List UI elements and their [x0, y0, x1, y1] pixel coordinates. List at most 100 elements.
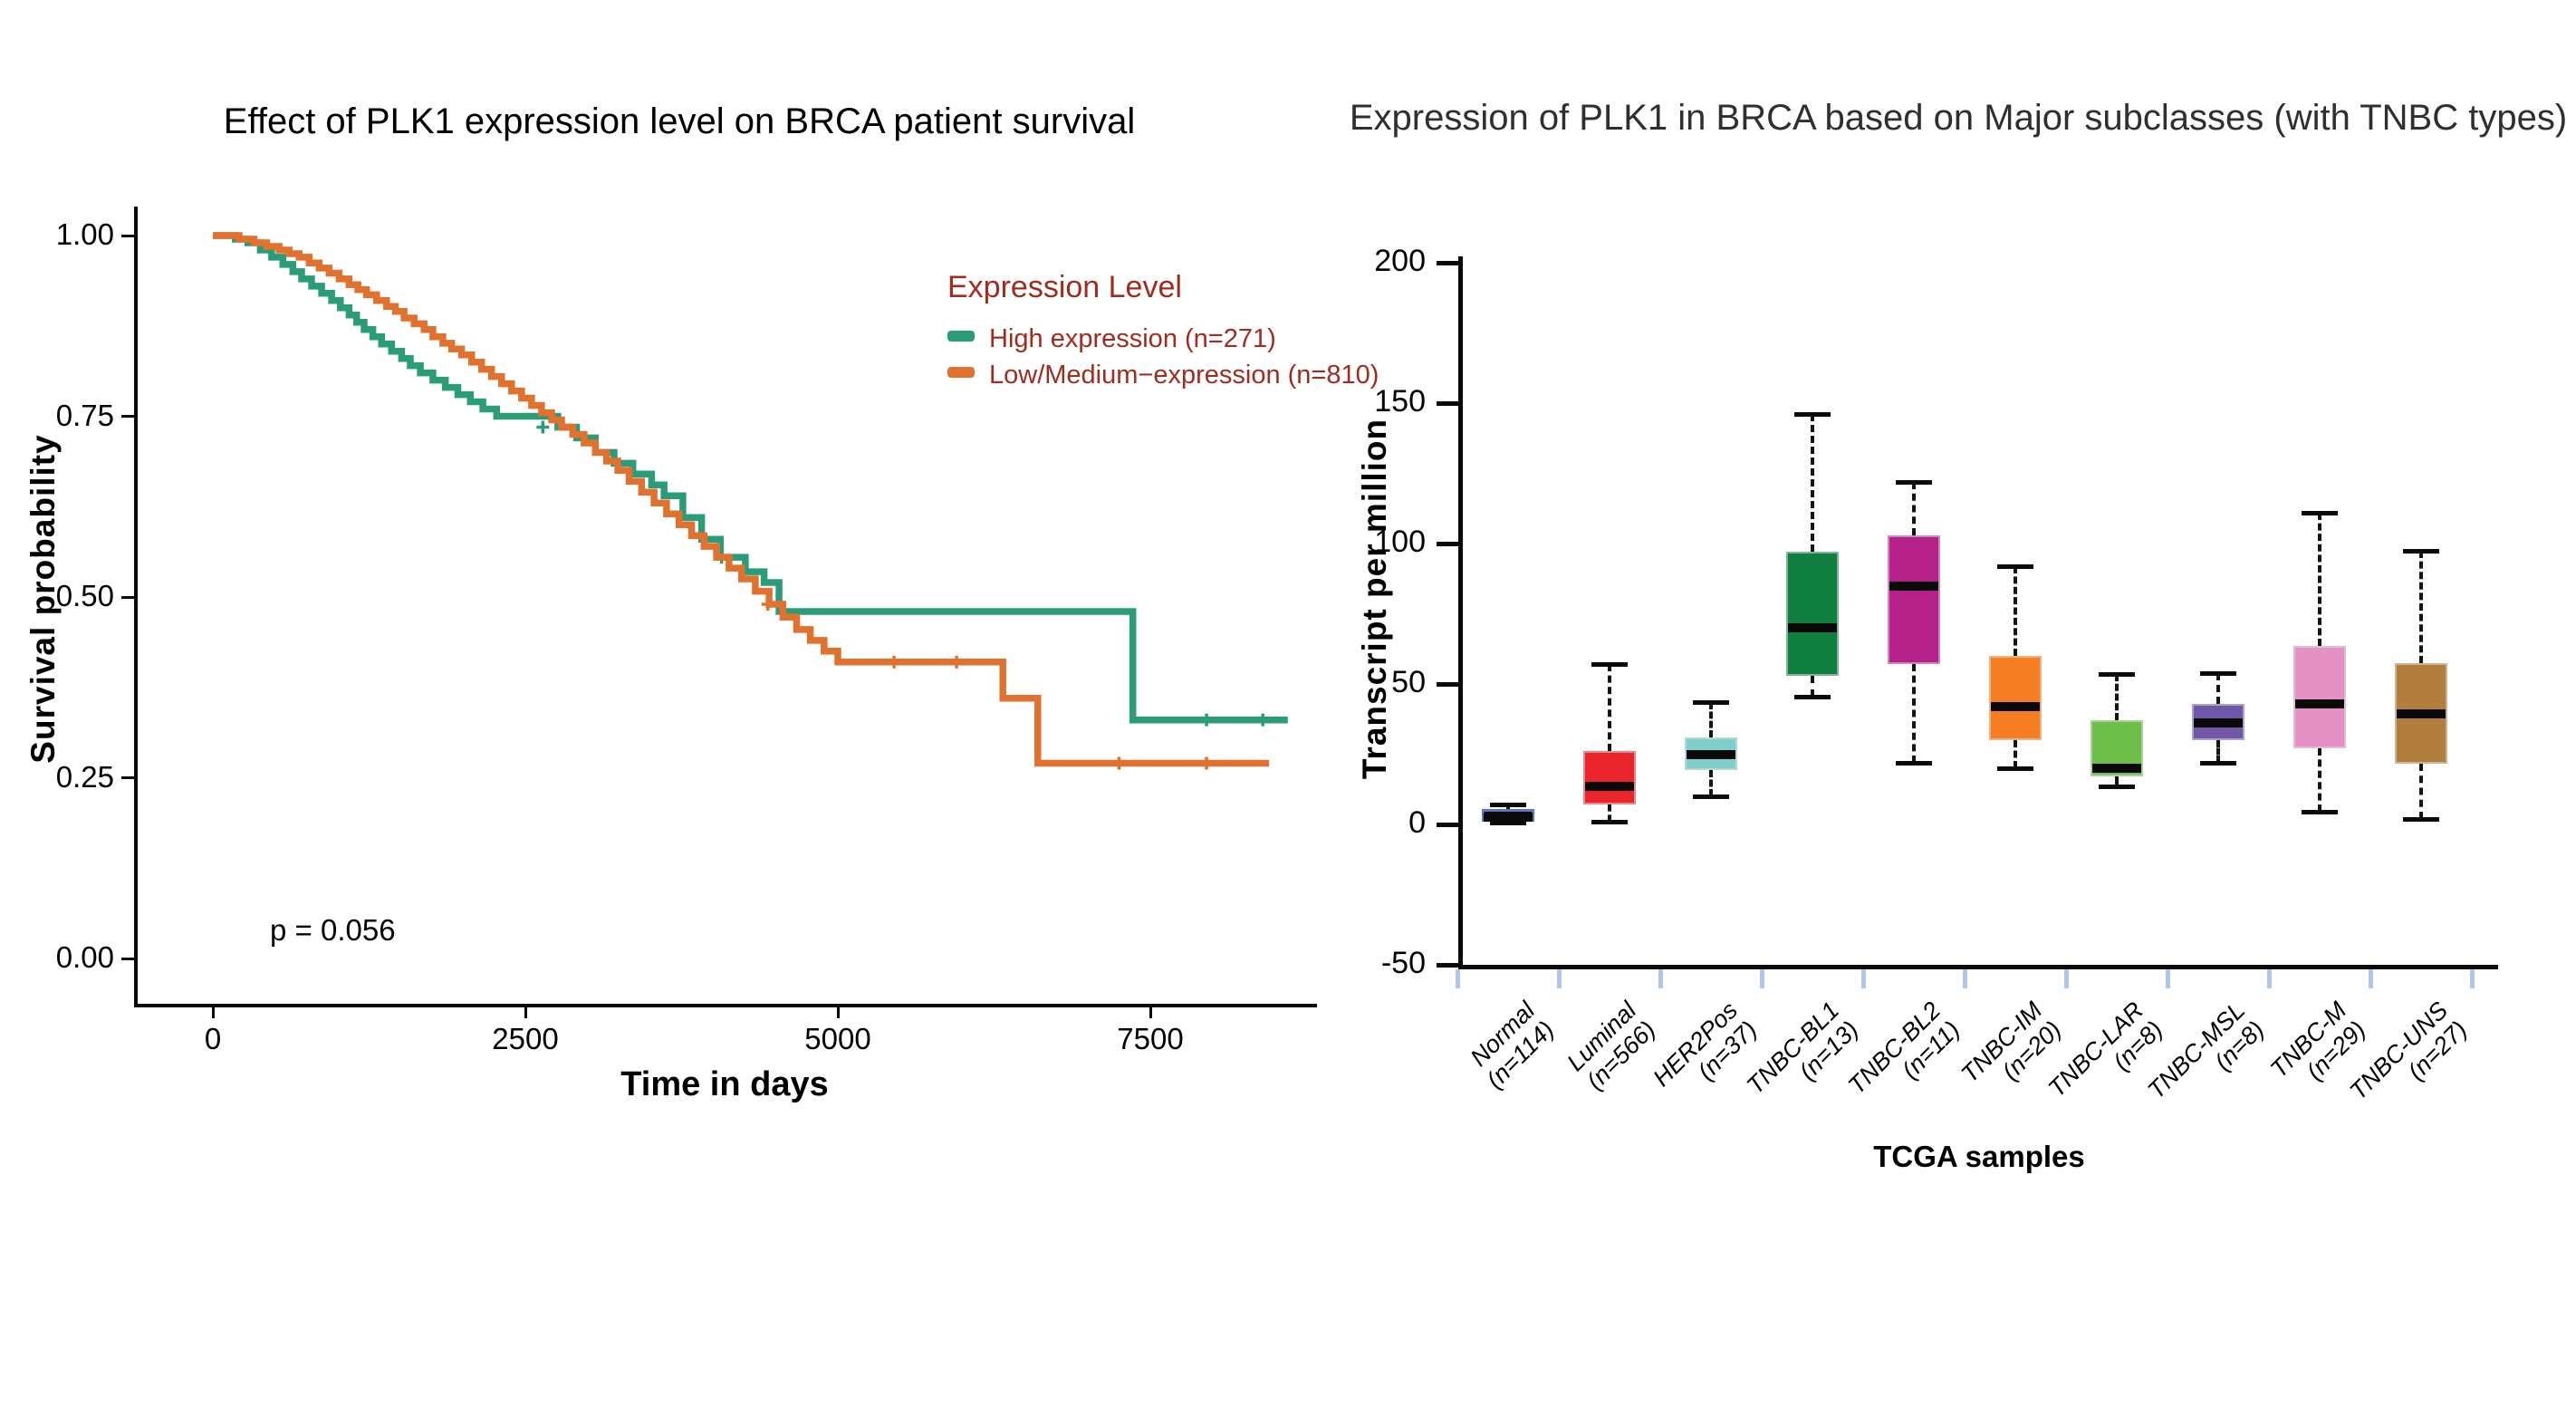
km-x-tick-label: 7500 [1117, 1022, 1184, 1055]
whisker-cap-top-tnbc-lar [2099, 672, 2135, 678]
low-medium-expression-swatch [947, 367, 975, 378]
whisker-cap-bottom-luminal [1591, 819, 1628, 824]
whisker-cap-bottom-tnbc-msl [2200, 760, 2236, 766]
whisker-cap-top-tnbc-msl [2200, 670, 2236, 676]
km-censor-mark [1112, 756, 1126, 770]
whisker-cap-top-luminal [1591, 662, 1628, 668]
box-x-tick-mark [1759, 969, 1764, 988]
km-chart-title: Effect of PLK1 expression level on BRCA … [223, 101, 1136, 141]
whisker-cap-bottom-normal [1490, 821, 1526, 826]
whisker-upper-tnbc-uns [2419, 550, 2423, 663]
km-y-tick-mark [121, 415, 134, 418]
whisker-cap-top-tnbc-bl2 [1896, 479, 1932, 485]
km-x-tick-mark [1149, 1007, 1152, 1018]
km-x-tick-label: 0 [204, 1022, 222, 1055]
km-x-axis-label: Time in days [620, 1065, 829, 1103]
km-x-tick-label: 2500 [492, 1022, 559, 1055]
km-x-tick-label: 5000 [804, 1022, 871, 1055]
km-y-tick-mark [121, 776, 134, 779]
km-censor-mark [1256, 713, 1270, 727]
box-x-tick-mark [2469, 969, 2475, 988]
box-y-tick-label: 50 [1391, 665, 1426, 699]
box-x-tick-mark [2165, 969, 2170, 988]
box-y-tick-mark [1437, 822, 1460, 827]
box-y-tick-mark [1437, 681, 1460, 687]
box-y-tick-mark [1437, 541, 1460, 546]
median-tnbc-lar [2092, 764, 2141, 773]
whisker-cap-top-her2pos [1693, 700, 1729, 706]
box-y-axis-line [1458, 256, 1463, 969]
whisker-upper-tnbc-msl [2216, 672, 2220, 704]
median-tnbc-bl2 [1889, 581, 1938, 591]
km-censor-mark [536, 420, 550, 434]
box-x-axis-label: TCGA samples [1873, 1140, 2085, 1173]
box-x-tick-mark [2266, 969, 2272, 988]
box-tnbc-bl2 [1888, 534, 1940, 665]
km-censor-mark [1200, 756, 1214, 770]
median-tnbc-m [2295, 698, 2344, 708]
median-normal [1484, 813, 1533, 823]
box-y-tick-label: -50 [1380, 946, 1426, 980]
box-y-tick-mark [1437, 260, 1460, 265]
median-tnbc-im [1991, 701, 2040, 711]
median-her2pos [1687, 749, 1735, 759]
whisker-upper-tnbc-im [2014, 565, 2017, 656]
km-p-value: p = 0.056 [270, 913, 396, 947]
whisker-lower-luminal [1608, 804, 1611, 822]
whisker-cap-bottom-tnbc-bl2 [1896, 760, 1932, 766]
km-curves-plot [213, 232, 1288, 770]
km-censor-mark [950, 655, 964, 669]
whisker-cap-bottom-tnbc-bl1 [1794, 694, 1831, 699]
box-x-tick-mark [2368, 969, 2373, 988]
box-x-axis-line [1458, 965, 2498, 969]
whisker-lower-tnbc-bl2 [1912, 664, 1916, 763]
whisker-cap-bottom-her2pos [1693, 794, 1729, 799]
whisker-cap-top-tnbc-uns [2403, 548, 2439, 554]
km-x-tick-mark [524, 1007, 527, 1018]
box-luminal [1583, 751, 1636, 805]
box-y-tick-label: 100 [1374, 525, 1426, 559]
whisker-upper-luminal [1608, 664, 1611, 752]
whisker-upper-her2pos [1709, 702, 1713, 737]
whisker-lower-tnbc-bl1 [1811, 675, 1814, 697]
whisker-upper-tnbc-lar [2115, 674, 2119, 721]
box-tnbc-m [2293, 646, 2346, 749]
whisker-upper-tnbc-bl1 [1811, 414, 1814, 553]
box-y-axis-label: Transcript per million [1356, 418, 1393, 780]
whisker-lower-her2pos [1709, 769, 1713, 796]
km-curve-high [213, 232, 1288, 724]
km-censor-mark [1200, 713, 1214, 727]
km-x-tick-mark [211, 1007, 215, 1018]
whisker-upper-tnbc-m [2318, 512, 2321, 647]
km-y-tick-label: 0.75 [55, 398, 114, 432]
km-y-tick-mark [121, 957, 134, 960]
median-tnbc-msl [2194, 718, 2243, 728]
km-censor-mark [888, 655, 901, 669]
whisker-cap-top-tnbc-m [2302, 510, 2338, 515]
whisker-lower-tnbc-msl [2216, 740, 2220, 763]
km-y-tick-label: 1.00 [55, 217, 114, 251]
whisker-cap-bottom-tnbc-uns [2403, 816, 2439, 822]
box-y-tick-mark [1437, 400, 1460, 406]
km-x-axis-line [134, 1004, 1317, 1007]
km-y-tick-label: 0.00 [55, 940, 114, 974]
km-legend-title: Expression Level [947, 270, 1182, 304]
km-censor-mark [761, 597, 774, 611]
box-chart-title: Expression of PLK1 in BRCA based on Majo… [1349, 98, 2568, 138]
median-tnbc-bl1 [1788, 623, 1837, 632]
whisker-lower-tnbc-lar [2115, 776, 2119, 787]
box-x-tick-mark [1455, 969, 1460, 988]
box-x-tick-mark [1556, 969, 1562, 988]
whisker-cap-bottom-tnbc-m [2302, 810, 2338, 815]
box-x-tick-mark [1860, 969, 1866, 988]
whisker-cap-bottom-tnbc-lar [2099, 785, 2135, 790]
whisker-cap-bottom-tnbc-im [1997, 766, 2033, 771]
box-tnbc-bl1 [1786, 552, 1839, 676]
km-y-tick-mark [121, 595, 134, 599]
whisker-lower-tnbc-im [2014, 740, 2017, 768]
km-y-tick-mark [121, 234, 134, 237]
whisker-lower-tnbc-m [2318, 748, 2321, 813]
whisker-upper-tnbc-bl2 [1912, 481, 1916, 535]
median-luminal [1585, 782, 1634, 792]
